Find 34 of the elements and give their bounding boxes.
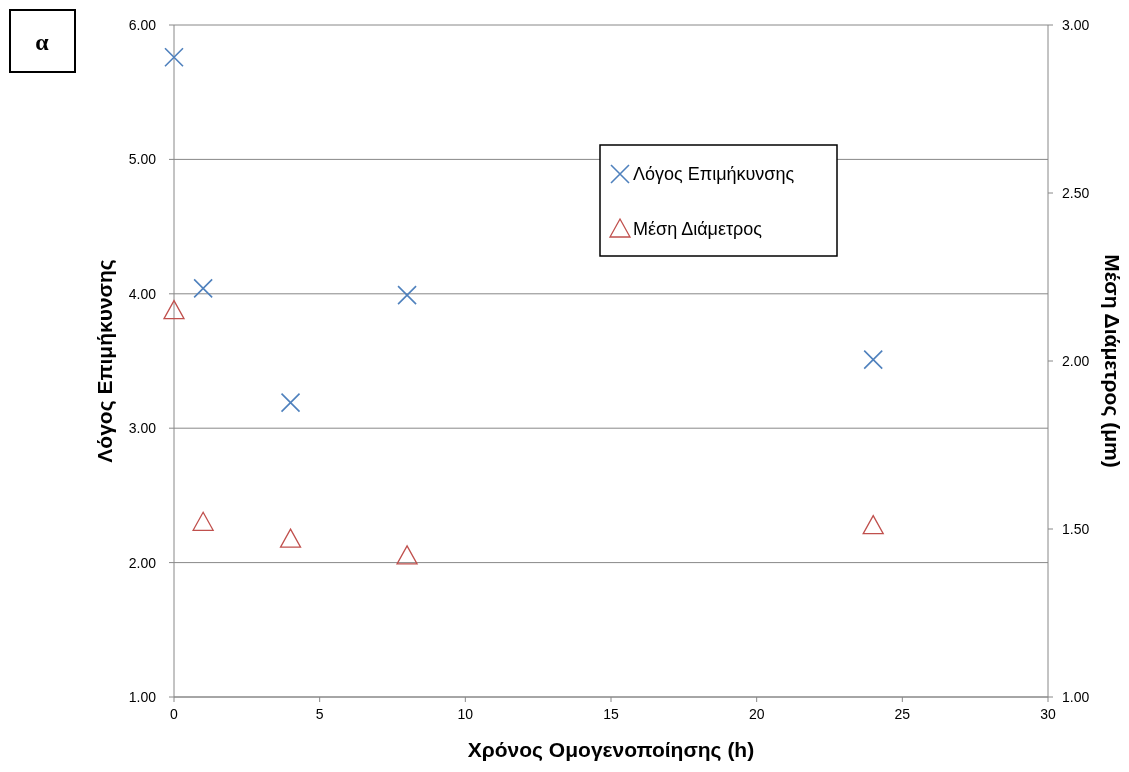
point	[280, 392, 301, 413]
x-tick-label: 15	[603, 706, 619, 722]
x-axis-title: Χρόνος Ομογενοποίησης (h)	[467, 738, 755, 762]
x-tick-label: 0	[170, 706, 179, 722]
text: α	[35, 29, 50, 55]
y-tick-label: 5.00	[128, 151, 157, 168]
point	[396, 545, 418, 565]
y-tick-label: 1.00	[128, 688, 157, 705]
y2-tick-label: 2.50	[1062, 184, 1090, 201]
y2-axis-title: Μέση Διάμετρος (μm)	[1100, 254, 1124, 468]
point	[164, 47, 184, 68]
point	[863, 349, 883, 370]
x-tick-label: 20	[748, 706, 765, 722]
x-tick-label: 25	[894, 706, 911, 722]
point	[192, 511, 214, 531]
y-tick-label: 6.00	[128, 16, 157, 33]
x-tick-label: 5	[315, 706, 324, 722]
y2-tick-label: 3.00	[1062, 16, 1090, 33]
y-axis-title: Λόγος Επιμήκυνσης	[93, 259, 117, 463]
y2-tick-label: 1.50	[1062, 520, 1090, 537]
point	[862, 514, 884, 535]
legend-label: Μέση Διάμετρος	[633, 219, 763, 240]
point	[279, 528, 302, 548]
point	[193, 278, 213, 299]
y2-tick-label: 2.00	[1062, 352, 1090, 369]
x-tick-label: 10	[457, 706, 474, 722]
y2-tick-label: 1.00	[1062, 688, 1090, 705]
y-tick-label: 4.00	[128, 285, 157, 302]
point	[397, 285, 417, 305]
legend-label: Λόγος Επιμήκυνσης	[633, 164, 795, 185]
point	[163, 299, 185, 320]
x-tick-label: 30	[1040, 706, 1056, 722]
y-tick-label: 2.00	[128, 554, 157, 571]
y-tick-label: 3.00	[128, 420, 157, 437]
